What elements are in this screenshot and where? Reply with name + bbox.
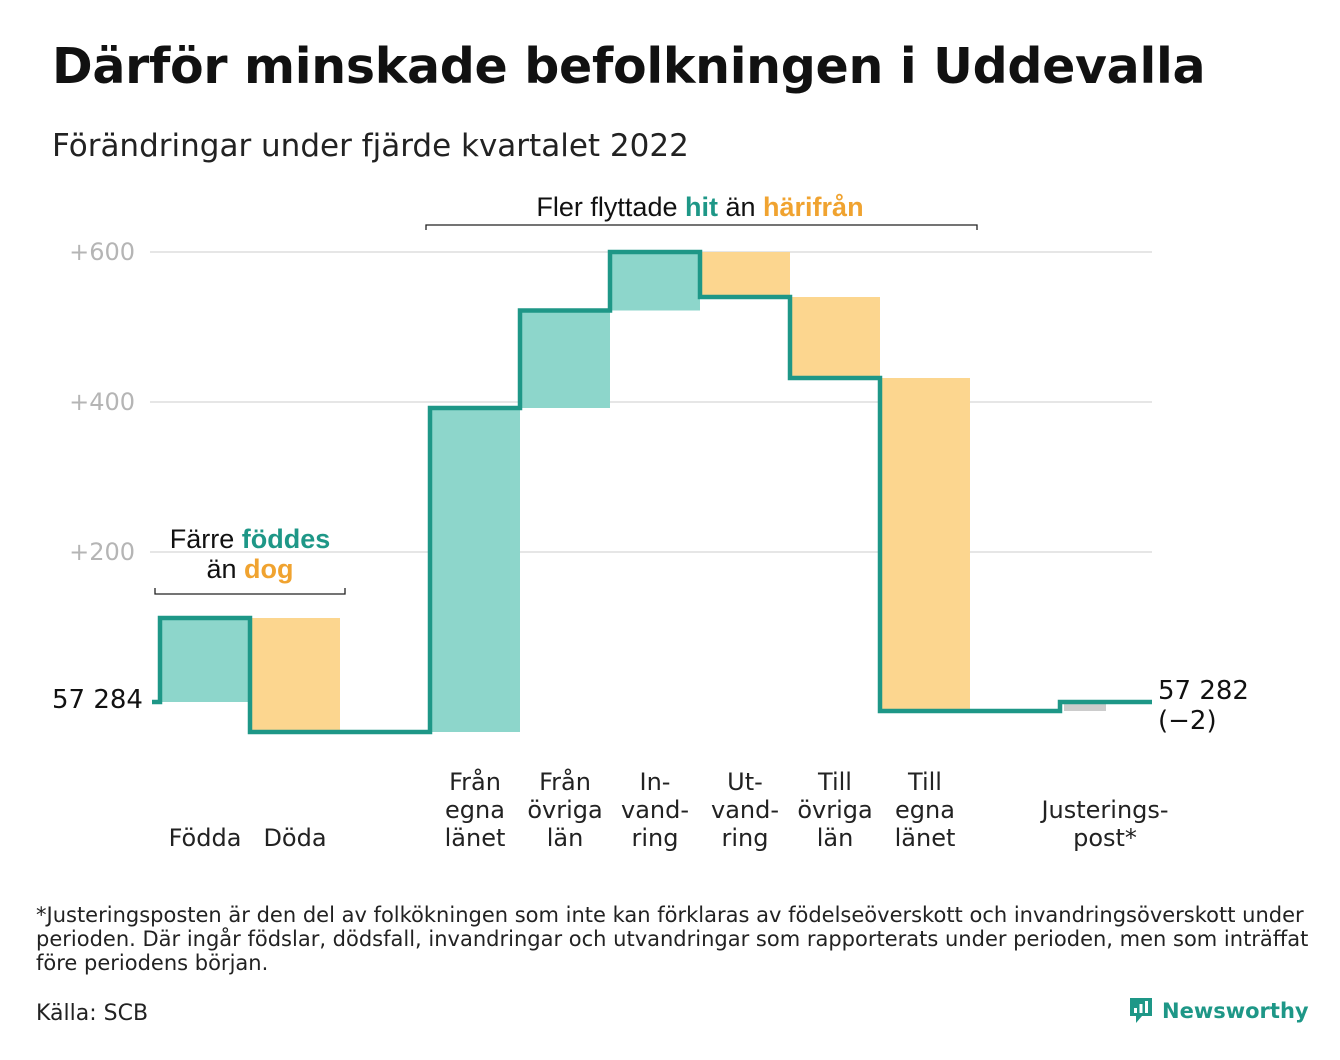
bar-increase bbox=[610, 252, 700, 311]
gridlines: +200 +400 +600 bbox=[69, 238, 1152, 566]
waterfall-chart: +200+400+600 Födda DödaFrånegnalänetFrånö… bbox=[52, 192, 1249, 852]
y-tick-label: +200 bbox=[69, 538, 135, 566]
category-label: Ut- bbox=[727, 768, 763, 796]
category-label: egna bbox=[895, 796, 955, 824]
annotation-moves-bracket bbox=[425, 224, 978, 230]
bar-decrease bbox=[880, 378, 970, 711]
category-label: ring bbox=[722, 824, 769, 852]
brand-name: Newsworthy bbox=[1162, 999, 1309, 1023]
category-label: länet bbox=[445, 824, 506, 852]
chart-subtitle: Förändringar under fjärde kvartalet 2022 bbox=[52, 128, 689, 164]
bar-increase bbox=[520, 310, 610, 408]
category-label: Till bbox=[907, 768, 942, 796]
category-label: egna bbox=[445, 796, 505, 824]
bar-adjustment bbox=[1064, 702, 1106, 711]
bar-decrease bbox=[790, 297, 880, 378]
end-change-label: (−2) bbox=[1158, 706, 1217, 736]
annotation-births-bracket bbox=[154, 588, 346, 595]
footnote: *Justeringsposten är den del av folkökni… bbox=[36, 903, 1309, 975]
brand: Newsworthy bbox=[1128, 996, 1309, 1026]
cumulative-line-path bbox=[152, 249, 1152, 735]
category-label: In- bbox=[640, 768, 671, 796]
category-label: vand- bbox=[621, 796, 689, 824]
category-label: län bbox=[817, 824, 854, 852]
category-label: Till bbox=[817, 768, 852, 796]
category-label: Från bbox=[449, 767, 501, 796]
newsworthy-logo-icon bbox=[1130, 998, 1152, 1023]
bar-decrease bbox=[250, 618, 340, 732]
category-label: Döda bbox=[263, 824, 326, 852]
bar-increase bbox=[160, 618, 250, 702]
labels: Födda DödaFrånegnalänetFrånövrigalänIn-va… bbox=[169, 767, 1169, 852]
y-tick-label: +600 bbox=[69, 238, 135, 266]
category-label: Födda bbox=[169, 824, 242, 852]
annotation-moves-text: Fler flyttade hit än härifrån bbox=[536, 192, 863, 222]
chart-title: Därför minskade befolkningen i Uddevalla bbox=[52, 38, 1206, 95]
source-note: Källa: SCB bbox=[36, 1001, 149, 1026]
category-label: post* bbox=[1073, 824, 1137, 852]
category-label: länet bbox=[895, 824, 956, 852]
category-label: vand- bbox=[711, 796, 779, 824]
y-tick-label: +400 bbox=[69, 388, 135, 416]
category-label: ring bbox=[632, 824, 679, 852]
cumulative-line bbox=[152, 249, 1152, 735]
annotation-births-line1: Färre föddes bbox=[170, 524, 331, 554]
bar-increase bbox=[430, 408, 520, 732]
category-label: övriga bbox=[527, 796, 602, 824]
bar-decrease bbox=[700, 252, 790, 297]
annotation-births-line2: än dog bbox=[206, 554, 293, 584]
category-label: Från bbox=[539, 767, 591, 796]
category-label: län bbox=[547, 824, 584, 852]
category-label: Justerings- bbox=[1039, 796, 1168, 824]
start-value-label: 57 284 bbox=[52, 685, 143, 715]
bars bbox=[160, 252, 1106, 732]
end-value-label: 57 282 bbox=[1158, 676, 1249, 706]
annotation-moves: Fler flyttade hit än härifrån bbox=[425, 192, 978, 230]
category-label: övriga bbox=[797, 796, 872, 824]
annotation-births: Färre föddes än dog bbox=[154, 524, 346, 595]
